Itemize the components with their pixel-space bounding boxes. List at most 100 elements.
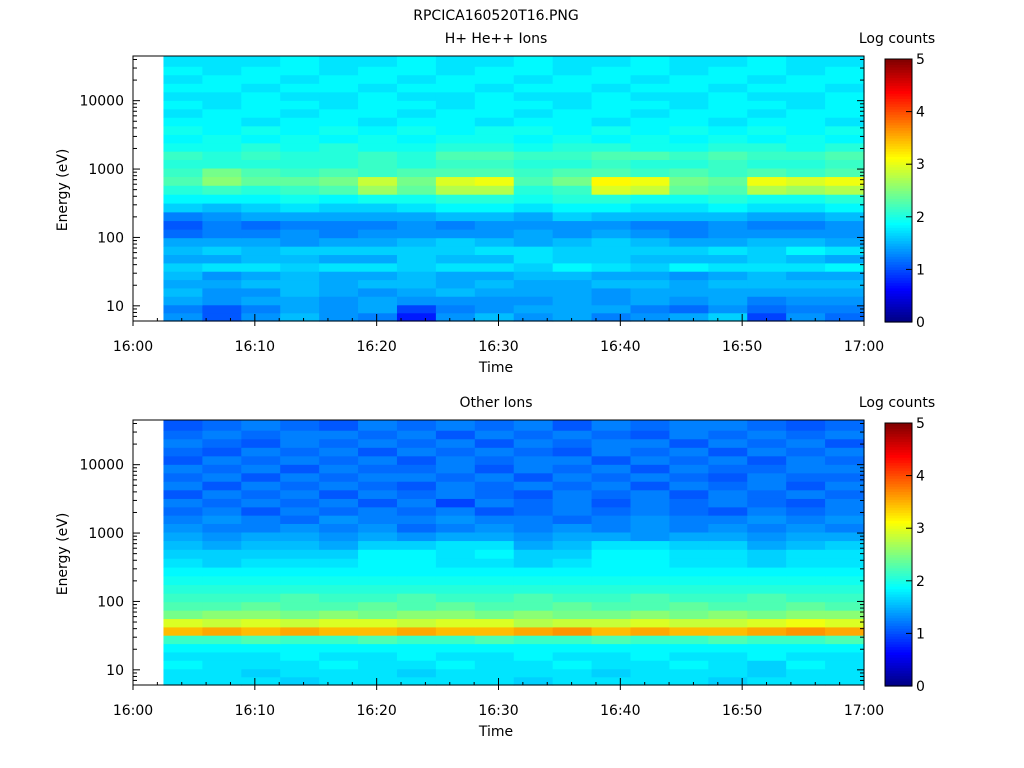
heatmap-cell xyxy=(319,420,359,431)
heatmap-cell xyxy=(552,271,593,281)
colorbar-segment xyxy=(885,438,912,443)
heatmap-cell xyxy=(435,220,476,230)
heatmap-cell xyxy=(552,287,593,297)
heatmap-cell xyxy=(513,83,554,93)
heatmap-cell xyxy=(280,420,320,431)
colorbar-tick-label: 2 xyxy=(916,210,925,226)
heatmap-cell xyxy=(319,626,359,636)
heatmap-cell xyxy=(474,481,515,491)
heatmap-cell xyxy=(358,304,398,314)
colorbar-segment xyxy=(885,436,912,440)
heatmap-cell xyxy=(591,271,632,281)
heatmap-cell xyxy=(786,91,826,101)
heatmap-cell xyxy=(435,142,476,152)
heatmap-cell xyxy=(552,438,593,448)
heatmap-cell xyxy=(280,296,320,306)
panel-top-heatmap xyxy=(163,56,865,322)
heatmap-cell xyxy=(825,447,865,457)
heatmap-cell xyxy=(825,593,865,603)
heatmap-cell xyxy=(630,626,671,636)
heatmap-cell xyxy=(825,142,865,152)
heatmap-cell xyxy=(708,643,748,653)
heatmap-cell xyxy=(435,108,476,118)
heatmap-cell xyxy=(396,185,437,195)
colorbar-segment xyxy=(885,269,912,273)
heatmap-cell xyxy=(319,668,359,678)
colorbar-segment xyxy=(885,61,912,65)
heatmap-cell xyxy=(708,125,748,135)
heatmap-cell xyxy=(825,159,865,169)
panel-top-colorbar: 0 1 2 3 4 5 xyxy=(884,52,925,331)
heatmap-cell xyxy=(747,660,787,670)
heatmap-cell xyxy=(591,651,632,661)
x-tick-label: 17:00 xyxy=(844,339,884,355)
heatmap-cell xyxy=(241,515,281,524)
heatmap-cell xyxy=(163,618,203,628)
heatmap-cell xyxy=(747,125,787,135)
heatmap-cell xyxy=(630,447,671,457)
colorbar-segment xyxy=(885,675,912,679)
heatmap-cell xyxy=(396,194,437,204)
heatmap-cell xyxy=(241,420,281,431)
heatmap-cell xyxy=(747,66,787,76)
colorbar-segment xyxy=(885,423,912,427)
heatmap-cell xyxy=(396,481,437,491)
colorbar-tick-label: 0 xyxy=(916,679,925,695)
heatmap-cell xyxy=(669,159,709,169)
heatmap-cell xyxy=(513,279,554,289)
heatmap-cell xyxy=(786,593,826,603)
colorbar-segment xyxy=(885,683,912,687)
panel-bottom-colorbar-label: Log counts xyxy=(859,395,935,411)
heatmap-cell xyxy=(669,455,709,465)
heatmap-cell xyxy=(669,506,709,516)
heatmap-cell xyxy=(630,202,671,213)
heatmap-cell xyxy=(708,506,748,516)
heatmap-cell xyxy=(747,626,787,636)
heatmap-cell xyxy=(747,142,787,152)
heatmap-cell xyxy=(319,237,359,247)
heatmap-cell xyxy=(435,643,476,653)
heatmap-cell xyxy=(202,125,242,135)
heatmap-cell xyxy=(630,618,671,628)
heatmap-cell xyxy=(669,246,709,256)
colorbar-segment xyxy=(885,174,912,178)
heatmap-cell xyxy=(435,211,476,222)
heatmap-cell xyxy=(396,312,437,322)
heatmap-cell xyxy=(552,151,593,160)
heatmap-cell xyxy=(396,549,437,559)
heatmap-cell xyxy=(786,540,826,550)
heatmap-cell xyxy=(786,176,826,186)
x-tick-label: 16:40 xyxy=(600,339,640,355)
heatmap-cell xyxy=(319,220,359,230)
heatmap-cell xyxy=(669,194,709,204)
heatmap-cell xyxy=(708,593,748,603)
colorbar-segment xyxy=(885,472,912,477)
heatmap-cell xyxy=(241,159,281,169)
colorbar-segment xyxy=(885,454,912,458)
heatmap-cell xyxy=(591,194,632,204)
heatmap-cell xyxy=(630,108,671,118)
heatmap-cell xyxy=(435,626,476,636)
heatmap-cell xyxy=(669,56,709,67)
heatmap-cell xyxy=(825,540,865,550)
colorbar-tick-label: 1 xyxy=(916,626,925,642)
colorbar-segment xyxy=(885,612,912,616)
colorbar-segment xyxy=(885,517,912,521)
heatmap-cell xyxy=(396,237,437,247)
heatmap-cell xyxy=(280,108,320,118)
heatmap-cell xyxy=(552,142,593,152)
heatmap-cell xyxy=(358,481,398,491)
heatmap-cell xyxy=(552,635,593,645)
heatmap-cell xyxy=(786,83,826,93)
colorbar-segment xyxy=(885,462,912,466)
heatmap-cell xyxy=(825,237,865,247)
heatmap-cell xyxy=(280,271,320,281)
heatmap-cell xyxy=(513,159,554,169)
heatmap-cell xyxy=(474,540,515,550)
heatmap-cell xyxy=(591,117,632,127)
heatmap-cell xyxy=(825,312,865,322)
heatmap-cell xyxy=(474,117,515,127)
heatmap-cell xyxy=(280,549,320,559)
heatmap-cell xyxy=(552,312,593,322)
heatmap-cell xyxy=(396,635,437,645)
